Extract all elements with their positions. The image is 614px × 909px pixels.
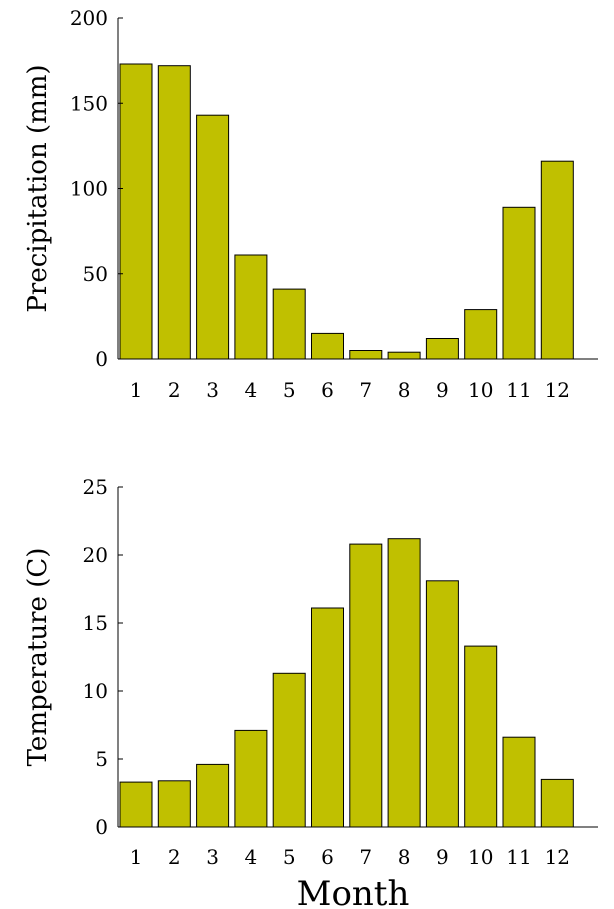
x-tick-label: 9 xyxy=(436,378,449,402)
y-tick-label: 200 xyxy=(70,6,108,30)
x-tick-label: 1 xyxy=(130,378,143,402)
x-tick-label: 12 xyxy=(545,845,570,869)
bar-4 xyxy=(234,254,268,360)
x-tick-label: 3 xyxy=(206,845,219,869)
bar-8 xyxy=(387,351,421,360)
bar-6 xyxy=(311,332,344,360)
x-tick-label: 11 xyxy=(506,378,531,402)
y-axis-label: Precipitation (mm) xyxy=(23,64,53,312)
x-tick-label: 2 xyxy=(168,845,181,869)
x-tick-label: 1 xyxy=(130,845,143,869)
bar-12 xyxy=(540,160,574,360)
x-tick-label: 6 xyxy=(321,845,334,869)
x-tick-label: 2 xyxy=(168,378,181,402)
x-tick-label: 7 xyxy=(359,378,372,402)
bar-3 xyxy=(196,763,230,828)
y-tick-label: 150 xyxy=(70,91,108,115)
bar-2 xyxy=(157,780,191,828)
x-tick-label: 4 xyxy=(245,378,258,402)
bar-2 xyxy=(157,65,191,360)
y-tick-label: 20 xyxy=(83,543,108,567)
x-tick-label: 6 xyxy=(321,378,334,402)
x-tick-label: 7 xyxy=(359,845,372,869)
bar-7 xyxy=(349,543,383,828)
x-tick-label: 8 xyxy=(398,845,411,869)
x-tick-label: 10 xyxy=(468,845,493,869)
bar-3 xyxy=(196,114,230,360)
x-tick-label: 5 xyxy=(283,845,296,869)
bar-12 xyxy=(540,778,574,828)
y-tick-label: 15 xyxy=(83,611,108,635)
bar-7 xyxy=(349,350,383,360)
x-tick-label: 5 xyxy=(283,378,296,402)
bar-1 xyxy=(119,781,153,828)
x-tick-label: 11 xyxy=(506,845,531,869)
y-tick-label: 25 xyxy=(83,475,108,499)
bar-9 xyxy=(425,338,459,360)
y-tick-label: 5 xyxy=(95,747,108,771)
x-axis-label: Month xyxy=(297,874,410,909)
y-tick-label: 50 xyxy=(83,262,108,286)
bar-1 xyxy=(119,63,153,360)
bar-11 xyxy=(502,206,536,360)
bar-5 xyxy=(272,672,306,828)
x-tick-label: 8 xyxy=(398,378,411,402)
y-tick-label: 0 xyxy=(95,347,108,371)
y-axis-label: Temperature (C) xyxy=(23,548,53,767)
x-tick-label: 12 xyxy=(545,378,570,402)
bar-8 xyxy=(387,538,421,828)
bar-9 xyxy=(425,580,459,828)
bar-11 xyxy=(502,736,536,828)
x-tick-label: 10 xyxy=(468,378,493,402)
x-tick-label: 9 xyxy=(436,845,449,869)
bar-10 xyxy=(464,309,498,360)
bar-6 xyxy=(311,607,344,828)
bar-4 xyxy=(234,729,268,828)
x-tick-label: 4 xyxy=(245,845,258,869)
x-tick-label: 3 xyxy=(206,378,219,402)
y-tick-label: 100 xyxy=(70,177,108,201)
bar-5 xyxy=(272,288,306,360)
y-tick-label: 0 xyxy=(95,815,108,839)
bar-10 xyxy=(464,645,498,828)
y-tick-label: 10 xyxy=(83,679,108,703)
